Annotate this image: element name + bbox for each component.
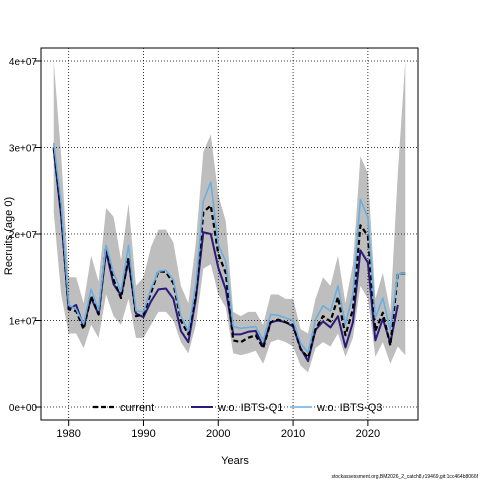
x-tick-label: 1980 [56, 428, 80, 440]
x-tick-label: 2000 [206, 428, 230, 440]
legend-label: w.o. IBTS-Q1 [217, 402, 283, 414]
series-lines [52, 143, 406, 363]
y-axis-label: Recruits (age 0) [3, 197, 15, 275]
confidence-band [53, 60, 406, 373]
x-tick-label: 1990 [131, 428, 155, 440]
y-axis: 0e+00 1e+07 2e+07 3e+07 4e+07 [9, 57, 41, 414]
legend-label: current [120, 402, 154, 414]
x-tick-label: 2020 [356, 428, 380, 440]
y-tick-label: 4e+07 [9, 57, 38, 68]
y-tick-label: 2e+07 [9, 230, 38, 241]
series-line-current [52, 147, 406, 359]
x-axis: 1980 1990 2000 2010 2020 [56, 420, 380, 440]
legend: current w.o. IBTS-Q1 w.o. IBTS-Q3 [93, 402, 382, 414]
legend-label: w.o. IBTS-Q3 [316, 402, 382, 414]
source-footnote: stockassessment.org,BM2026_2_catch8,r194… [332, 474, 479, 480]
series-line-w-o-ibts-q3 [52, 143, 406, 354]
y-tick-label: 1e+07 [9, 317, 38, 328]
grid-lines [41, 48, 418, 420]
x-tick-label: 2010 [281, 428, 305, 440]
y-tick-label: 0e+00 [9, 403, 38, 414]
x-axis-label: Years [221, 455, 249, 467]
y-tick-label: 3e+07 [9, 143, 38, 154]
plot-panel [40, 47, 419, 421]
